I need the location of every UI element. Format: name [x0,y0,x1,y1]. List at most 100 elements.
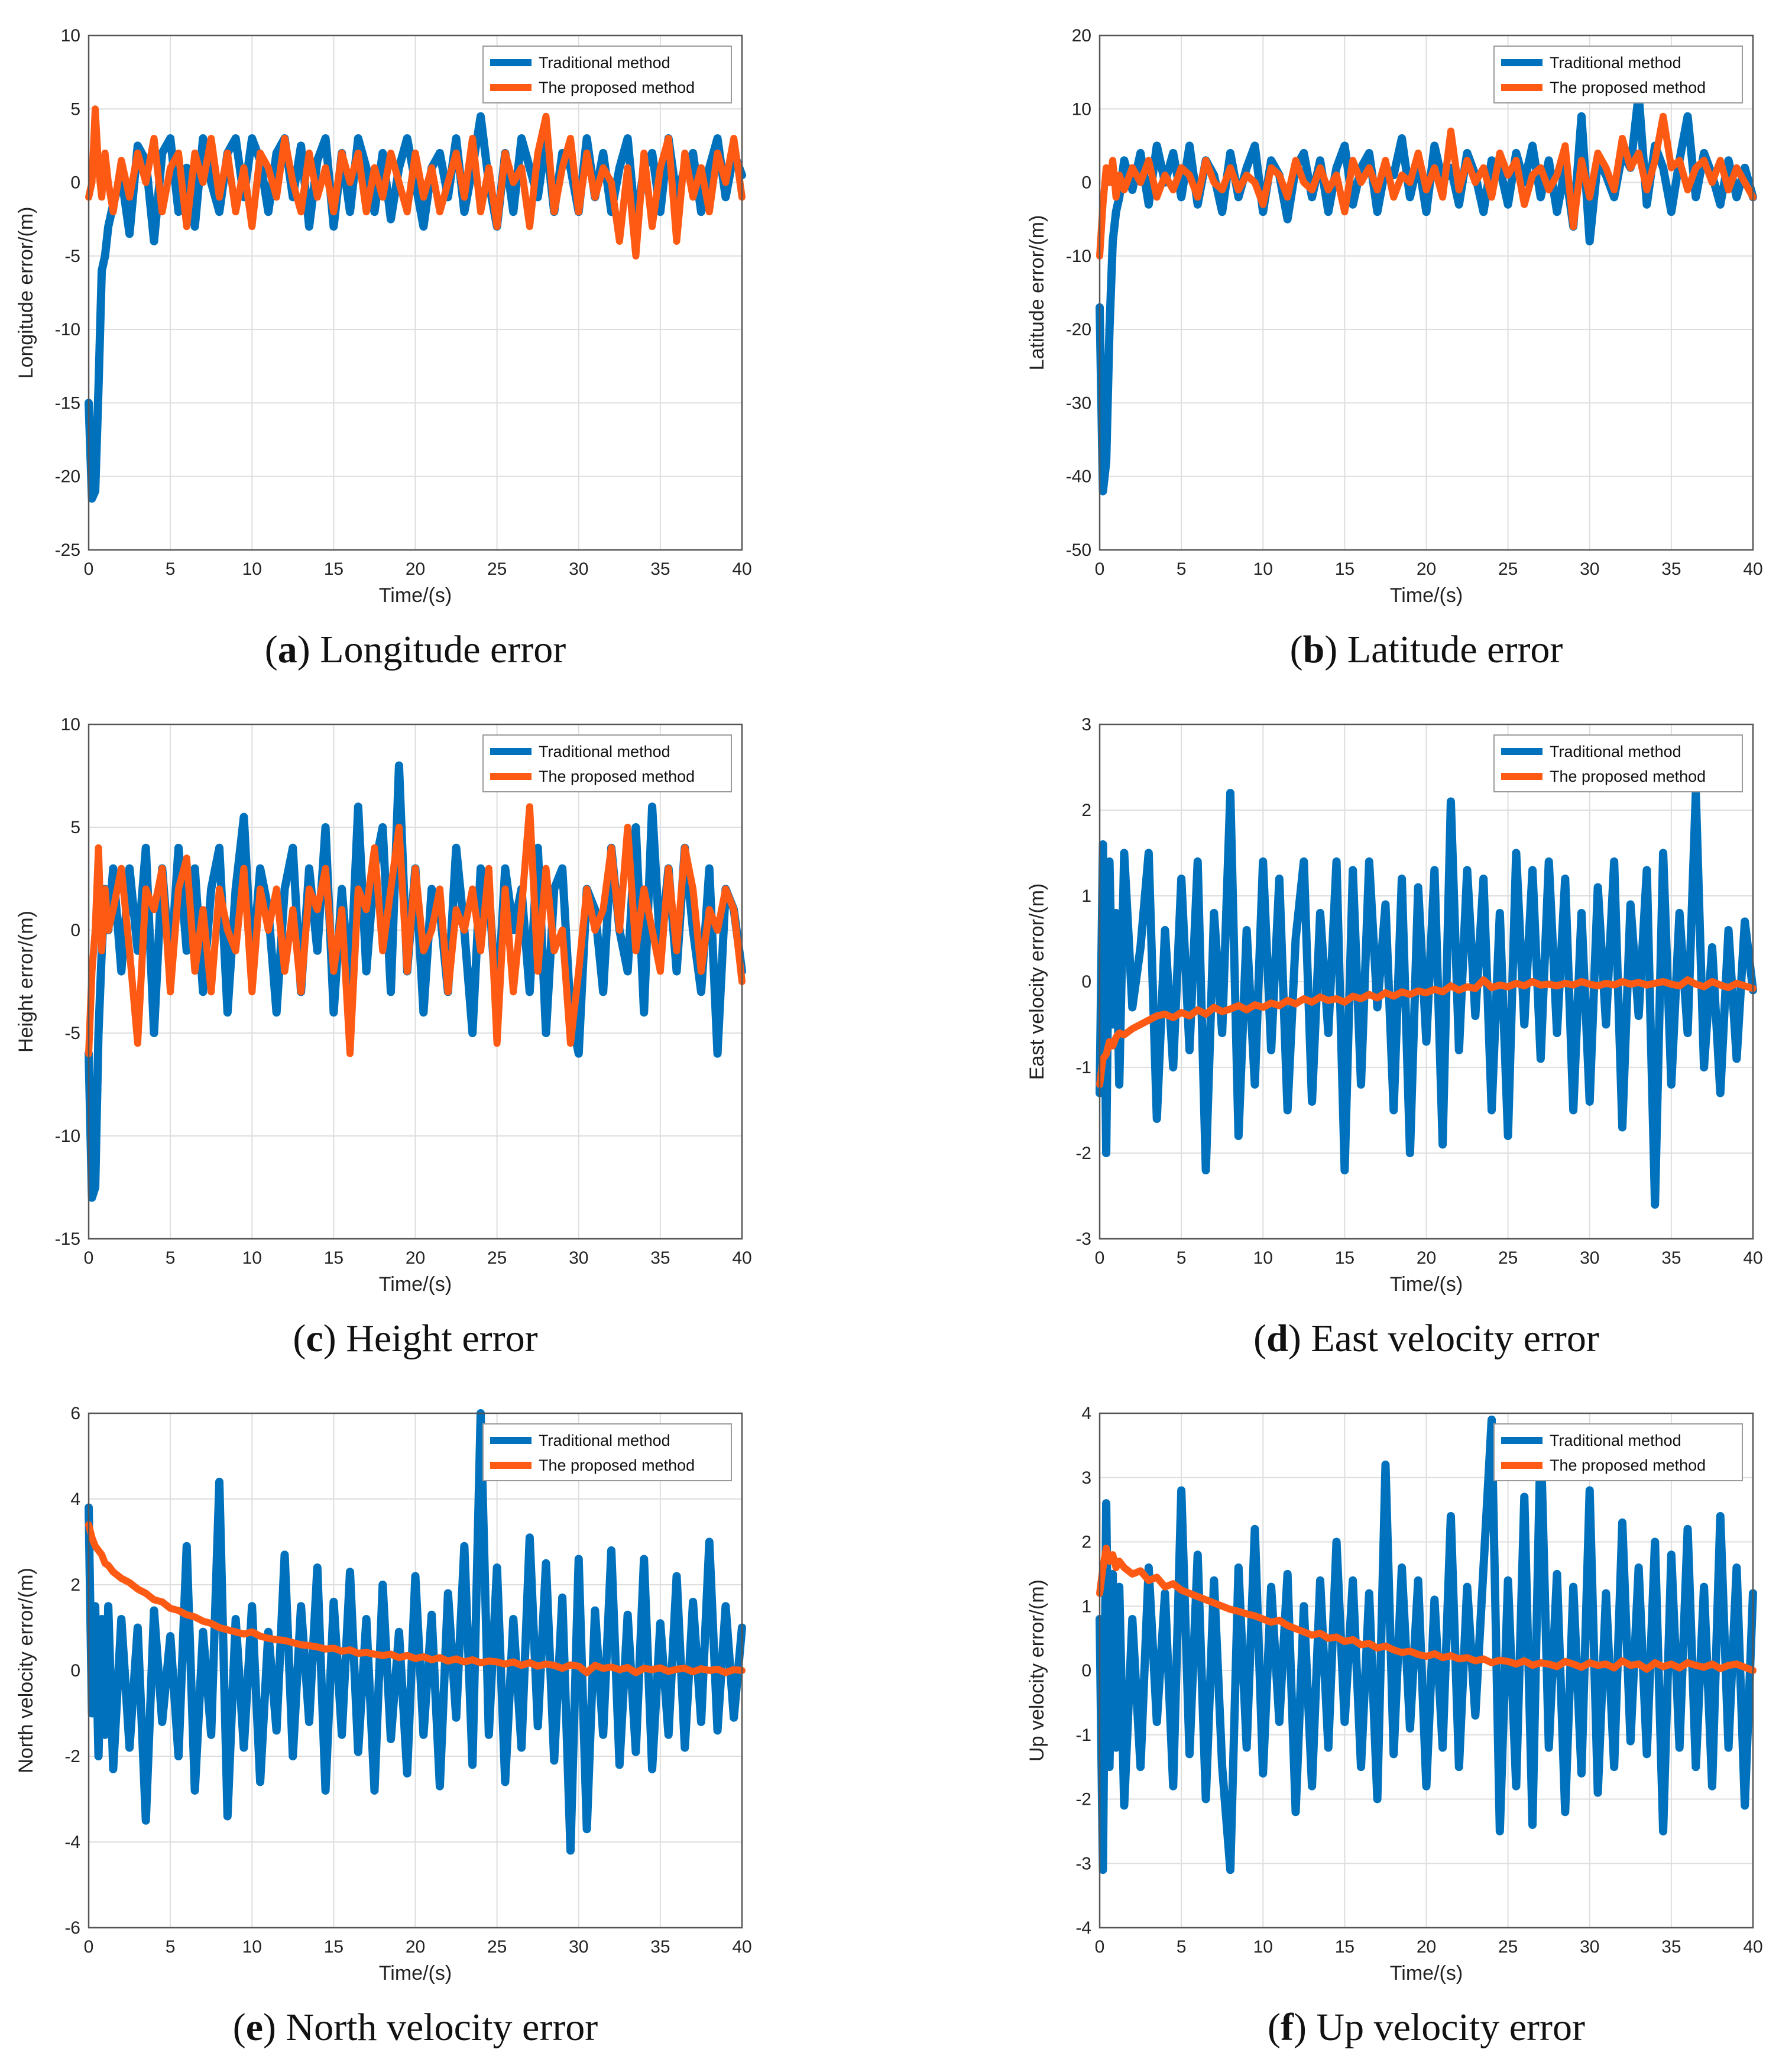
y-axis-label: Up velocity error/(m) [1026,1579,1048,1762]
legend-label: Traditional method [1550,1432,1681,1449]
caption-letter: c [306,1317,323,1360]
x-axis-label: Time/(s) [379,1273,452,1296]
y-tick-label: -4 [64,1833,80,1852]
y-tick-label: -3 [1075,1229,1091,1249]
y-tick-label: 0 [1081,1661,1091,1681]
y-tick-label: -20 [1066,320,1091,339]
y-tick-label: -25 [55,540,80,560]
y-tick-label: 3 [1081,1468,1091,1488]
x-tick-label: 15 [1335,1937,1354,1957]
series-line-traditional [85,1409,746,1855]
y-tick-label: -2 [1075,1144,1091,1163]
y-tick-label: -3 [1075,1854,1091,1873]
x-axis-label: Time/(s) [379,584,452,607]
y-axis-label: Longitude error/(m) [15,206,37,378]
panel-caption: (e) North velocity error [233,2006,598,2049]
axes-frame [1098,723,1754,1240]
series-line-proposed [85,803,746,1057]
legend-label: The proposed method [539,768,695,785]
chart-panel-c: 0 5 10 15 20 25 30 35 40 -15 -10 -5 0 5 10 Time/(s) Heig… [15,715,752,1360]
legend-box [482,46,732,103]
legend-label: Traditional method [1550,743,1681,760]
series-line-proposed [1096,1545,1757,1674]
y-tick-label: -30 [1066,393,1091,413]
x-tick-label: 10 [1253,559,1273,579]
x-tick-label: 25 [487,1248,507,1268]
x-tick-label: 0 [1095,559,1105,579]
y-tick-label: 3 [1081,715,1091,734]
y-tick-label: -5 [64,1024,80,1043]
x-tick-label: 35 [1661,1937,1681,1957]
y-tick-label: -15 [55,1229,80,1249]
y-tick-label: -1 [1075,1725,1091,1745]
y-tick-label: 2 [1081,801,1091,820]
x-tick-label: 25 [1498,559,1518,579]
legend-label: Traditional method [539,54,670,72]
x-axis-label: Time/(s) [1390,1273,1463,1296]
chart-panel-b: 0 5 10 15 20 25 30 35 40 -50 -40 -30 -20 -10 0 10 20 Time… [1026,26,1763,671]
y-axis-label: East velocity error/(m) [1026,883,1048,1080]
x-tick-label: 10 [242,1937,262,1957]
caption-text: Height error [346,1317,537,1360]
y-tick-label: -40 [1066,467,1091,487]
axes-frame [88,34,743,551]
caption-letter: a [278,628,297,671]
series-line-traditional [85,112,746,503]
y-tick-label: 4 [1081,1404,1091,1423]
y-tick-label: 0 [1081,173,1091,193]
series-line-proposed [85,1521,746,1676]
series-line-traditional [1096,789,1757,1209]
y-tick-label: 4 [70,1490,80,1509]
legend-box [1493,46,1743,103]
axes-frame [88,1412,743,1929]
x-tick-label: 20 [1417,1248,1436,1268]
x-tick-label: 30 [1580,559,1599,579]
x-tick-label: 35 [1661,559,1681,579]
x-tick-label: 0 [84,559,94,579]
y-tick-label: -15 [55,393,80,413]
x-tick-label: 5 [1177,1937,1187,1957]
y-tick-label: 1 [1081,1597,1091,1616]
y-tick-label: -50 [1066,540,1091,560]
x-tick-label: 15 [1335,559,1354,579]
x-tick-label: 20 [406,1937,425,1957]
legend-box [482,734,732,792]
legend-label: The proposed method [539,79,695,96]
y-tick-label: -4 [1075,1918,1091,1938]
legend-label: The proposed method [539,1456,695,1474]
axes-frame [1098,34,1754,551]
chart-panel-e: 0 5 10 15 20 25 30 35 40 -6 -4 -2 0 2 4 6 Time/(s) North … [15,1404,752,2049]
y-tick-label: 5 [70,818,80,837]
x-tick-label: 30 [569,559,588,579]
axes-frame [88,723,743,1240]
y-axis-label: Latitude error/(m) [1026,215,1048,371]
y-tick-label: -10 [1066,247,1091,266]
y-tick-label: -1 [1075,1058,1091,1077]
x-tick-label: 20 [1417,559,1436,579]
x-tick-label: 40 [732,1248,751,1268]
y-tick-label: 10 [1072,99,1091,119]
series-line-proposed [85,105,746,260]
caption-letter: e [246,2006,263,2049]
y-tick-label: 0 [70,921,80,940]
x-tick-label: 40 [1743,1937,1762,1957]
legend-label: The proposed method [1550,1456,1706,1474]
series-line-proposed [1096,112,1757,260]
chart-panel-f: 0 5 10 15 20 25 30 35 40 -4 -3 -2 -1 0 1 2 3 4 Time/(s) Up … [1026,1404,1763,2049]
x-tick-label: 0 [1095,1248,1105,1268]
x-axis-label: Time/(s) [1390,1962,1463,1984]
x-tick-label: 40 [732,559,751,579]
x-axis-label: Time/(s) [1390,584,1463,607]
y-tick-label: -2 [64,1747,80,1766]
series-line-traditional [1096,1415,1757,1874]
x-tick-label: 35 [650,559,670,579]
x-tick-label: 30 [1580,1937,1599,1957]
chart-panel-d: 0 5 10 15 20 25 30 35 40 -3 -2 -1 0 1 2 3 Time/(s) East v… [1026,715,1763,1360]
axes-frame [1098,1412,1754,1929]
panel-caption: (b) Latitude error [1290,628,1563,671]
series-line-proposed [1096,976,1757,1088]
panel-caption: (c) Height error [293,1317,537,1360]
x-tick-label: 10 [1253,1248,1273,1268]
y-tick-label: -5 [64,247,80,266]
